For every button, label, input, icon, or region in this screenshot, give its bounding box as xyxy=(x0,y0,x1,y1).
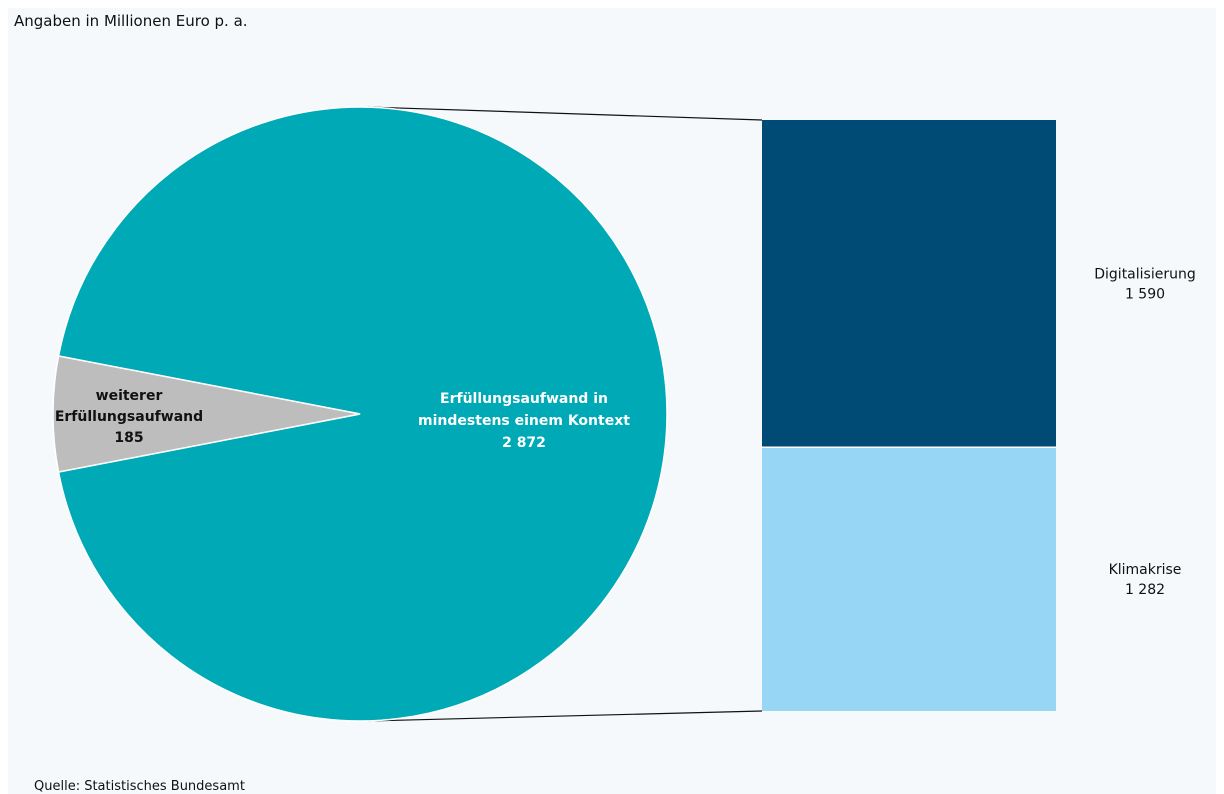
bar-segment-klimakrise xyxy=(762,447,1056,711)
bar-label-digitalisierung: Digitalisierung xyxy=(1094,267,1195,283)
pie-label-kontext-line-3: 2 872 xyxy=(502,435,546,451)
bar-label-klimakrise: Klimakrise xyxy=(1109,562,1182,578)
bar-value-klimakrise: 1 282 xyxy=(1125,582,1165,598)
bar-segment-digitalisierung xyxy=(762,120,1056,447)
pie-label-kontext-line-2: mindestens einem Kontext xyxy=(418,413,630,429)
pie-label-weiterer-line-2: Erfüllungsaufwand xyxy=(55,409,203,425)
bar-value-digitalisierung: 1 590 xyxy=(1125,287,1165,303)
pie-label-weiterer-line-3: 185 xyxy=(114,430,143,446)
pie-label-weiterer-line-1: weiterer xyxy=(96,388,163,404)
source-note: Quelle: Statistisches Bundesamt xyxy=(34,779,245,794)
pie-label-kontext-line-1: Erfüllungsaufwand in xyxy=(440,391,608,407)
